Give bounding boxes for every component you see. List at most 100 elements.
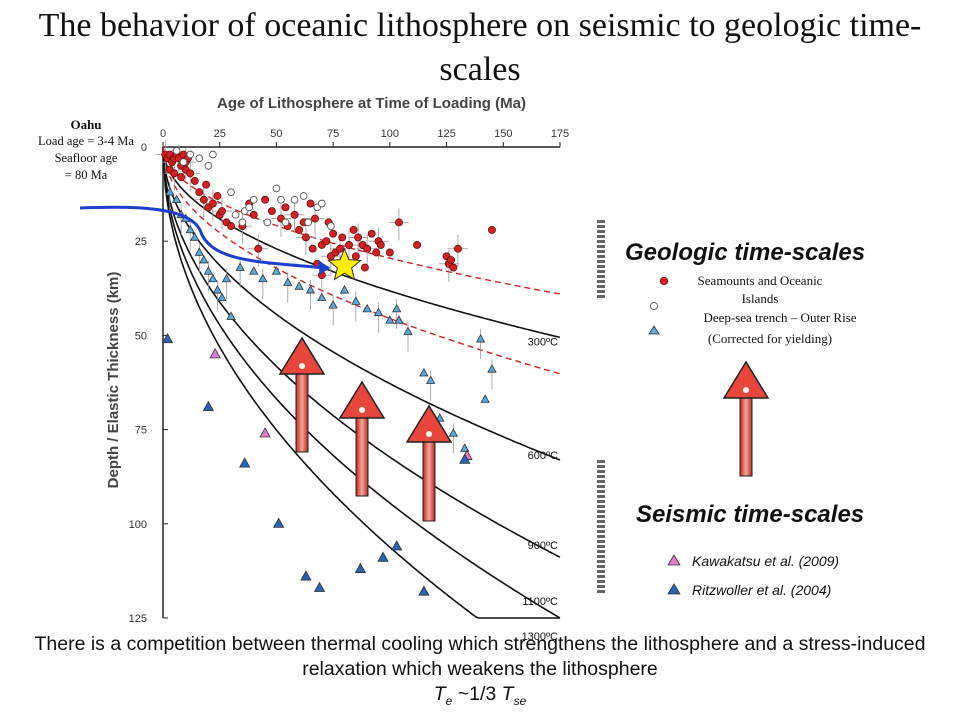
dotted-bar-segment bbox=[597, 240, 605, 243]
arrow-highlight bbox=[359, 407, 365, 413]
trench-point bbox=[475, 334, 486, 343]
y-tick-label: 125 bbox=[129, 613, 147, 625]
legend-seamount-marker bbox=[659, 276, 669, 286]
dotted-bar-segment bbox=[597, 565, 605, 568]
ritzwoller-point bbox=[418, 585, 430, 596]
x-tick-label: 50 bbox=[270, 128, 282, 140]
arrow-shaft bbox=[739, 391, 753, 477]
y-tick-label: 75 bbox=[135, 425, 147, 437]
seamount-point bbox=[372, 248, 381, 257]
dotted-bar-segment bbox=[597, 225, 605, 228]
trench-point bbox=[351, 296, 361, 305]
trench-point bbox=[305, 285, 316, 294]
seamount-point bbox=[177, 173, 186, 182]
dotted-bar-segment bbox=[597, 590, 605, 593]
trench-point bbox=[373, 307, 384, 317]
seamount-point bbox=[329, 229, 338, 238]
legend-ritzwoller-marker bbox=[667, 583, 681, 595]
arrow-2 bbox=[338, 380, 386, 497]
trench-point bbox=[385, 315, 395, 324]
trench-point bbox=[217, 292, 227, 302]
dotted-bar-segment bbox=[597, 500, 605, 503]
isotherm-label: 300ºC bbox=[528, 336, 558, 348]
seamount-point bbox=[195, 188, 204, 197]
trench-point bbox=[165, 187, 175, 196]
trench-point bbox=[448, 428, 459, 437]
dotted-bar-segment bbox=[597, 585, 605, 588]
seamount-point bbox=[413, 241, 422, 249]
seamount-point bbox=[227, 222, 236, 231]
dotted-bar-segment bbox=[597, 515, 605, 518]
dotted-bar-segment bbox=[597, 570, 605, 573]
dotted-bar-segment bbox=[597, 535, 605, 538]
open-point bbox=[299, 192, 308, 200]
oahu-load-age: Load age = 3-4 Ma bbox=[38, 134, 134, 148]
seamount-point bbox=[345, 241, 353, 249]
seamount-point bbox=[449, 263, 458, 272]
ritzwoller-point bbox=[238, 457, 251, 468]
y-tick-label: 25 bbox=[135, 236, 147, 248]
x-axis-label: Age of Lithosphere at Time of Loading (M… bbox=[217, 95, 526, 112]
ritzwoller-point bbox=[300, 570, 312, 581]
ritzwoller-point bbox=[202, 400, 215, 411]
formula-tse-sub: se bbox=[513, 693, 527, 708]
isotherm-label: 900ºC bbox=[528, 540, 558, 552]
trench-point bbox=[403, 326, 413, 335]
open-point bbox=[238, 218, 247, 227]
trench-point bbox=[258, 273, 268, 283]
seismic-timescales-heading: Seismic time-scales bbox=[636, 501, 864, 528]
isotherm-curve bbox=[162, 146, 560, 619]
dotted-bar-segment bbox=[597, 275, 605, 278]
open-point bbox=[327, 222, 335, 230]
x-tick-label: 100 bbox=[381, 128, 399, 140]
oahu-seafloor-age-value: = 80 Ma bbox=[64, 168, 108, 182]
trench-point bbox=[249, 266, 259, 275]
seamount-point bbox=[295, 225, 304, 234]
arrow-head bbox=[722, 360, 770, 399]
open-point bbox=[231, 210, 240, 219]
slide-title: The behavior of oceanic lithosphere on s… bbox=[38, 7, 922, 88]
legend-ritzwoller-label: Ritzwoller et al. (2004) bbox=[692, 582, 831, 598]
x-tick-label: 25 bbox=[214, 128, 226, 140]
arrow-highlight bbox=[299, 363, 305, 369]
dotted-bar-segment bbox=[597, 485, 605, 488]
dotted-bar-segment bbox=[597, 475, 605, 478]
y-tick-label: 0 bbox=[141, 142, 147, 154]
seamount-point bbox=[202, 180, 211, 189]
y-tick-label: 50 bbox=[135, 330, 147, 342]
arrow-shaft bbox=[295, 367, 309, 453]
trench-point bbox=[328, 300, 338, 309]
seamount-point bbox=[453, 244, 462, 253]
arrow-shaft bbox=[422, 435, 436, 522]
seamount-point bbox=[199, 195, 208, 204]
seamount-point bbox=[322, 237, 331, 246]
seamount-point bbox=[306, 199, 315, 208]
trench-point bbox=[199, 254, 209, 264]
dotted-bar-segment bbox=[597, 545, 605, 548]
open-point bbox=[249, 195, 258, 204]
oahu-seafloor-age: Seafloor age bbox=[54, 151, 118, 165]
ritzwoller-point bbox=[390, 540, 403, 551]
trench-point bbox=[212, 285, 223, 294]
arrow-legend bbox=[722, 360, 770, 477]
trench-point bbox=[235, 262, 245, 271]
dotted-bar-segment bbox=[597, 480, 605, 483]
arrow-head bbox=[338, 380, 386, 419]
trench-point bbox=[185, 224, 195, 234]
trench-point bbox=[317, 292, 327, 302]
arrow-1 bbox=[278, 336, 326, 453]
trench-point bbox=[391, 303, 402, 313]
seamount-point bbox=[335, 244, 344, 253]
seamount-point bbox=[385, 248, 394, 257]
dotted-bar-segment bbox=[597, 270, 605, 273]
dotted-bar-segment bbox=[597, 520, 605, 523]
isotherm-label: 1100ºC bbox=[522, 596, 558, 608]
dotted-bar-segment bbox=[597, 290, 605, 293]
dotted-bar-segment bbox=[597, 490, 605, 493]
seamount-point bbox=[208, 199, 217, 208]
dotted-bar-segment bbox=[597, 230, 605, 233]
open-point bbox=[272, 184, 281, 193]
dotted-bar-segment bbox=[597, 510, 605, 513]
seamount-point bbox=[190, 176, 199, 185]
